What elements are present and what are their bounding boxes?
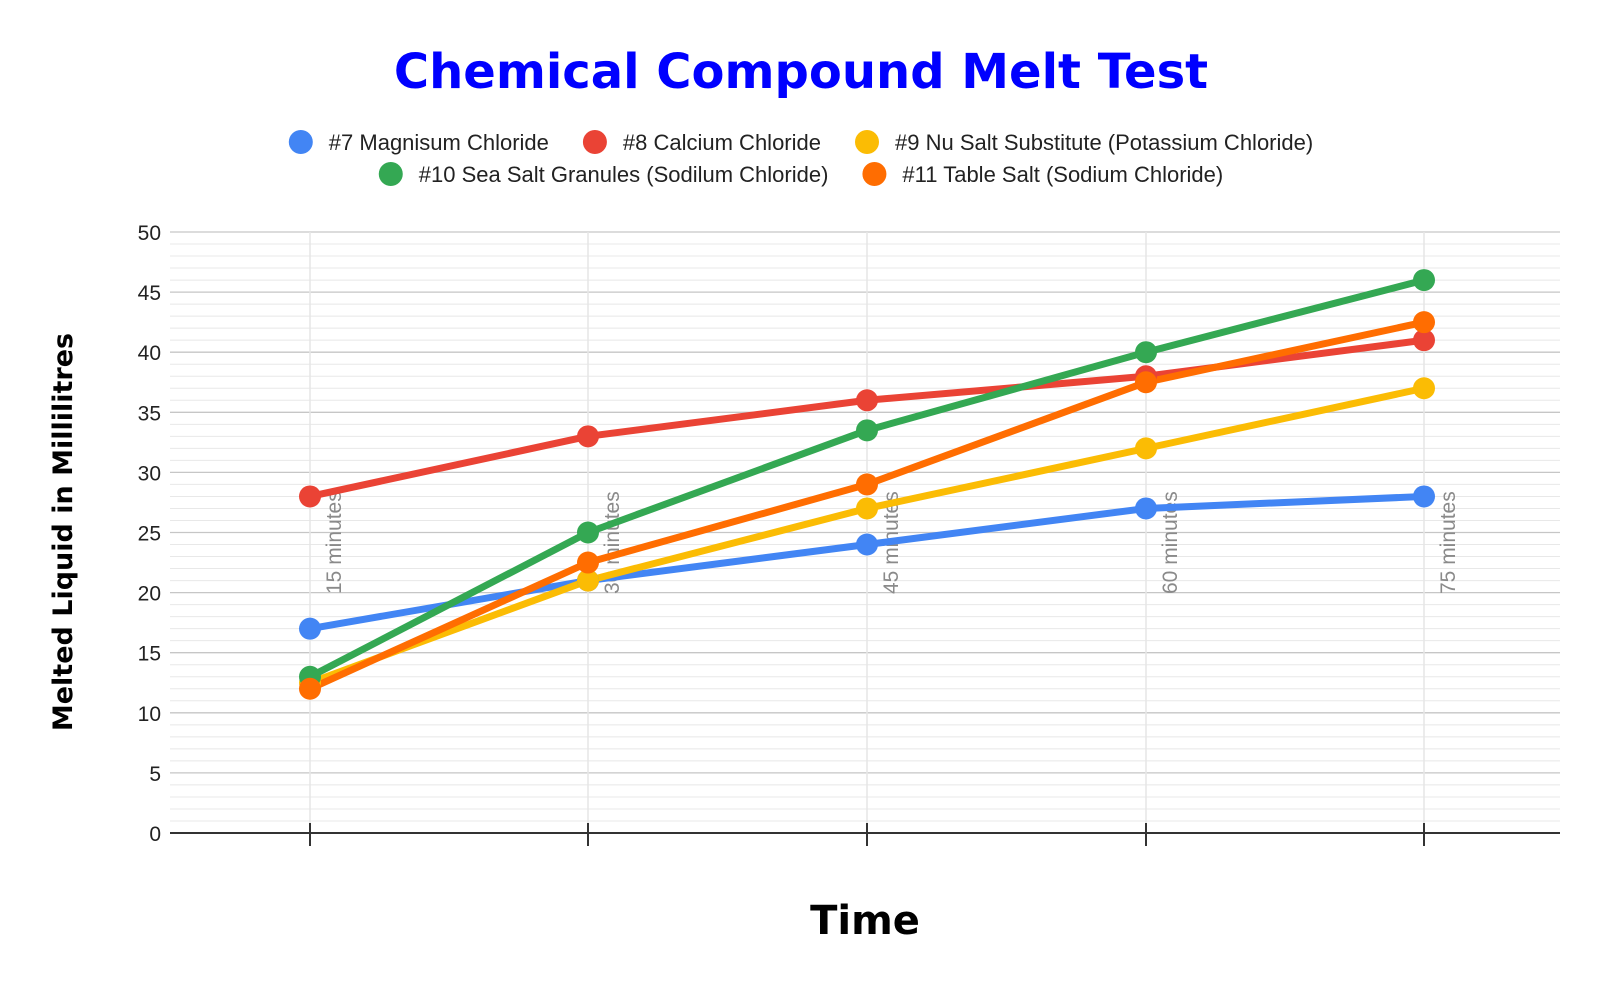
legend-marker [378,162,403,186]
legend-label: #11 Table Salt (Sodium Chloride) [902,162,1223,187]
data-point [856,497,878,520]
x-category-label: 30 minutes [601,491,624,594]
legend-label: #9 Nu Salt Substitute (Potassium Chlorid… [895,130,1313,155]
legend: #7 Magnisum Chloride #8 Calcium Chloride #… [288,130,1313,187]
data-point [856,419,878,442]
data-point [1135,371,1157,394]
data-point [1135,341,1157,364]
y-tick-label: 0 [149,823,161,846]
data-point [1413,329,1435,352]
data-point [856,473,878,496]
x-category-label: 75 minutes [1437,491,1460,594]
y-axis-title: Melted Liquid in Millilitres [48,333,79,731]
data-point [299,617,321,640]
x-category-label: 60 minutes [1159,491,1182,594]
y-axis-tick-labels: 0 5 10 15 20 25 30 35 40 45 50 [138,222,161,846]
data-point [299,485,321,508]
data-points [299,269,1435,700]
data-point [577,551,599,574]
data-point [577,569,599,592]
x-category-labels: 15 minutes 30 minutes 45 minutes 60 minutes… [323,491,1460,594]
data-point [577,425,599,448]
legend-marker [862,162,887,186]
y-tick-label: 30 [138,462,161,485]
legend-marker [288,130,313,154]
data-point [1135,497,1157,520]
x-axis [170,823,1560,846]
y-tick-label: 40 [138,342,161,365]
chart-title: Chemical Compound Melt Test [394,44,1208,100]
y-tick-label: 35 [138,402,161,425]
data-point [299,677,321,700]
x-category-label: 15 minutes [323,491,346,594]
legend-label: #8 Calcium Chloride [623,130,821,155]
y-tick-label: 20 [138,583,161,606]
legend-label: #10 Sea Salt Granules (Sodilum Chloride) [419,162,829,187]
data-point [1135,437,1157,460]
y-tick-label: 25 [138,523,161,546]
gridlines [170,231,1560,833]
y-tick-label: 5 [149,763,161,786]
data-point [1413,269,1435,292]
data-point [1413,311,1435,334]
data-point [1413,377,1435,400]
data-point [856,389,878,412]
x-axis-title: Time [810,898,920,944]
data-point [856,533,878,556]
legend-marker [582,130,607,154]
legend-marker [855,130,879,154]
y-tick-label: 45 [138,282,161,305]
data-point [577,521,599,544]
y-tick-label: 15 [138,643,161,666]
y-tick-label: 10 [138,703,161,726]
y-tick-label: 50 [138,222,161,245]
data-point [1413,485,1435,508]
legend-label: #7 Magnisum Chloride [329,130,549,155]
